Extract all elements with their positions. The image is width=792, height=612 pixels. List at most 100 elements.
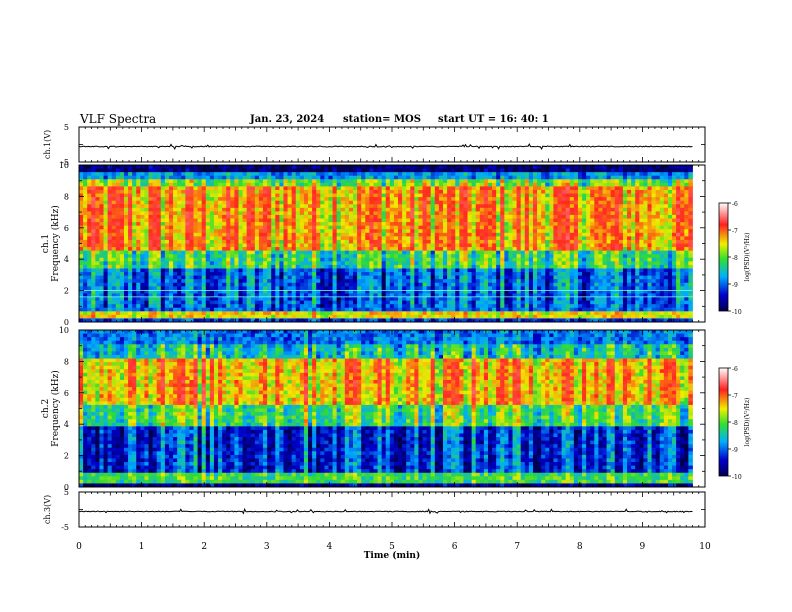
ch1-spectrogram-cell [201, 275, 207, 280]
ch1-spectrogram-cell [443, 314, 448, 319]
ch1-spectrogram-cell [471, 293, 477, 298]
ch1-spectrogram-cell [524, 236, 530, 241]
ch1-spectrogram-cell [475, 286, 481, 291]
ch1-spectrogram-cell [492, 225, 497, 230]
ch1-spectrogram-cell [115, 179, 121, 184]
ch1-spectrogram-cell [312, 307, 317, 312]
ch1-spectrogram-cell [459, 200, 464, 205]
ch1-spectrogram-cell [123, 236, 129, 241]
ch1-spectrogram-cell [99, 186, 104, 191]
ch1-spectrogram-cell [136, 247, 141, 252]
ch1-spectrogram-cell [181, 293, 186, 298]
ch1-spectrogram-cell [303, 300, 309, 305]
ch1-spectrogram-cell [312, 286, 317, 291]
ch1-spectrogram-cell [83, 293, 88, 298]
ch1-spectrogram-cell [128, 172, 133, 177]
ch1-spectrogram-cell [500, 304, 505, 309]
ch1-spectrogram-cell [160, 286, 166, 291]
ch1-spectrogram-cell [438, 304, 444, 309]
ch1-spectrogram-cell [87, 257, 92, 262]
ch1-spectrogram-cell [447, 182, 452, 187]
ch1-spectrogram-cell [291, 286, 297, 291]
ch1-spectrogram-cell [242, 243, 248, 248]
ch1-spectrogram-cell [209, 175, 215, 180]
ch1-spectrogram-cell [79, 314, 84, 319]
ch1-spectrogram-cell [520, 232, 526, 237]
ch1-spectrogram-cell [336, 282, 342, 287]
ch1-spectrogram-cell [500, 197, 505, 202]
ch1-spectrogram-cell [344, 304, 350, 309]
ch1-spectrogram-cell [455, 214, 460, 219]
ch1-spectrogram-cell [532, 257, 538, 262]
ch1-spectrogram-cell [385, 225, 391, 230]
ch1-spectrogram-cell [209, 200, 215, 205]
ch1-spectrogram-cell [459, 293, 464, 298]
ch1-spectrogram-cell [140, 168, 145, 173]
ch1-spectrogram-cell [381, 314, 387, 319]
ch1-spectrogram-cell [524, 179, 530, 184]
ch1-spectrogram-cell [344, 172, 350, 177]
ch1-spectrogram-cell [422, 222, 428, 227]
ch1-spectrogram-cell [316, 172, 321, 177]
ch1-spectrogram-cell [492, 243, 497, 248]
ch1-spectrogram-cell [209, 207, 215, 212]
ch1-spectrogram-cell [459, 275, 464, 280]
ch1-spectrogram-cell [173, 211, 178, 216]
ch1-spectrogram-cell [283, 279, 288, 284]
ch1-spectrogram-cell [303, 297, 309, 301]
ch1-spectrogram-cell [422, 229, 428, 234]
ch1-spectrogram-cell [132, 232, 137, 237]
ch1-spectrogram-cell [320, 207, 325, 212]
ch1-spectrogram-cell [99, 314, 104, 319]
ch1-spectrogram-cell [369, 289, 374, 294]
ch1-spectrogram-cell [79, 168, 84, 173]
ch1-spectrogram-cell [95, 222, 100, 227]
ch1-spectrogram-cell [140, 243, 145, 248]
ch1-spectrogram-cell [463, 165, 468, 169]
ch1-spectrogram-cell [87, 193, 92, 198]
ch1-spectrogram-cell [357, 307, 362, 312]
ch1-spectrogram-cell [447, 318, 452, 323]
ch1-spectrogram-cell [99, 165, 104, 169]
ch1-spectrogram-cell [348, 268, 354, 273]
ch1-spectrogram-cell [487, 222, 493, 227]
ch1-spectrogram-cell [336, 289, 342, 294]
ch1-spectrogram-cell [238, 254, 243, 259]
ch1-spectrogram-cell [103, 268, 109, 273]
ch1-spectrogram-cell [205, 175, 211, 180]
ch1-spectrogram-cell [222, 300, 227, 305]
ch1-spectrogram-cell [152, 172, 158, 177]
ch1-spectrogram-cell [160, 225, 166, 230]
ch1-spectrogram-cell [385, 247, 391, 252]
ch1-spectrogram-cell [537, 182, 542, 187]
ch1-spectrogram-cell [369, 182, 374, 187]
ch1-spectrogram-cell [410, 314, 415, 319]
ch1-spectrogram-cell [185, 264, 190, 269]
ch1-spectrogram-cell [516, 243, 522, 248]
ch1-spectrogram-cell [234, 243, 239, 248]
ch1-spectrogram-cell [512, 272, 518, 277]
ch1-spectrogram-cell [222, 218, 227, 223]
ch1-spectrogram-cell [516, 279, 522, 284]
ch1-spectrogram-cell [99, 168, 104, 173]
ch1-spectrogram-cell [512, 311, 518, 316]
ch1-spectrogram-cell [467, 261, 473, 266]
ch1-spectrogram-cell [103, 189, 109, 194]
ch1-spectrogram-cell [377, 268, 383, 273]
ch1-spectrogram-cell [532, 289, 538, 294]
ch1-spectrogram-cell [201, 300, 207, 305]
ch1-spectrogram-cell [238, 272, 243, 277]
ch1-spectrogram-cell [381, 179, 387, 184]
ch1-spectrogram-cell [234, 293, 239, 298]
ch1-spectrogram-cell [389, 186, 395, 191]
ch1-spectrogram-cell [283, 229, 288, 234]
ch1-spectrogram-cell [91, 218, 96, 223]
ch1-spectrogram-cell [267, 229, 272, 234]
ch1-spectrogram-cell [164, 286, 170, 291]
ch1-spectrogram-cell [312, 239, 317, 244]
ch1-spectrogram-cell [205, 229, 211, 234]
ch1-spectrogram-cell [389, 222, 395, 227]
ch1-spectrogram-cell [500, 286, 505, 291]
ch1-spectrogram-cell [418, 279, 423, 284]
ch1-spectrogram-cell [487, 211, 493, 216]
